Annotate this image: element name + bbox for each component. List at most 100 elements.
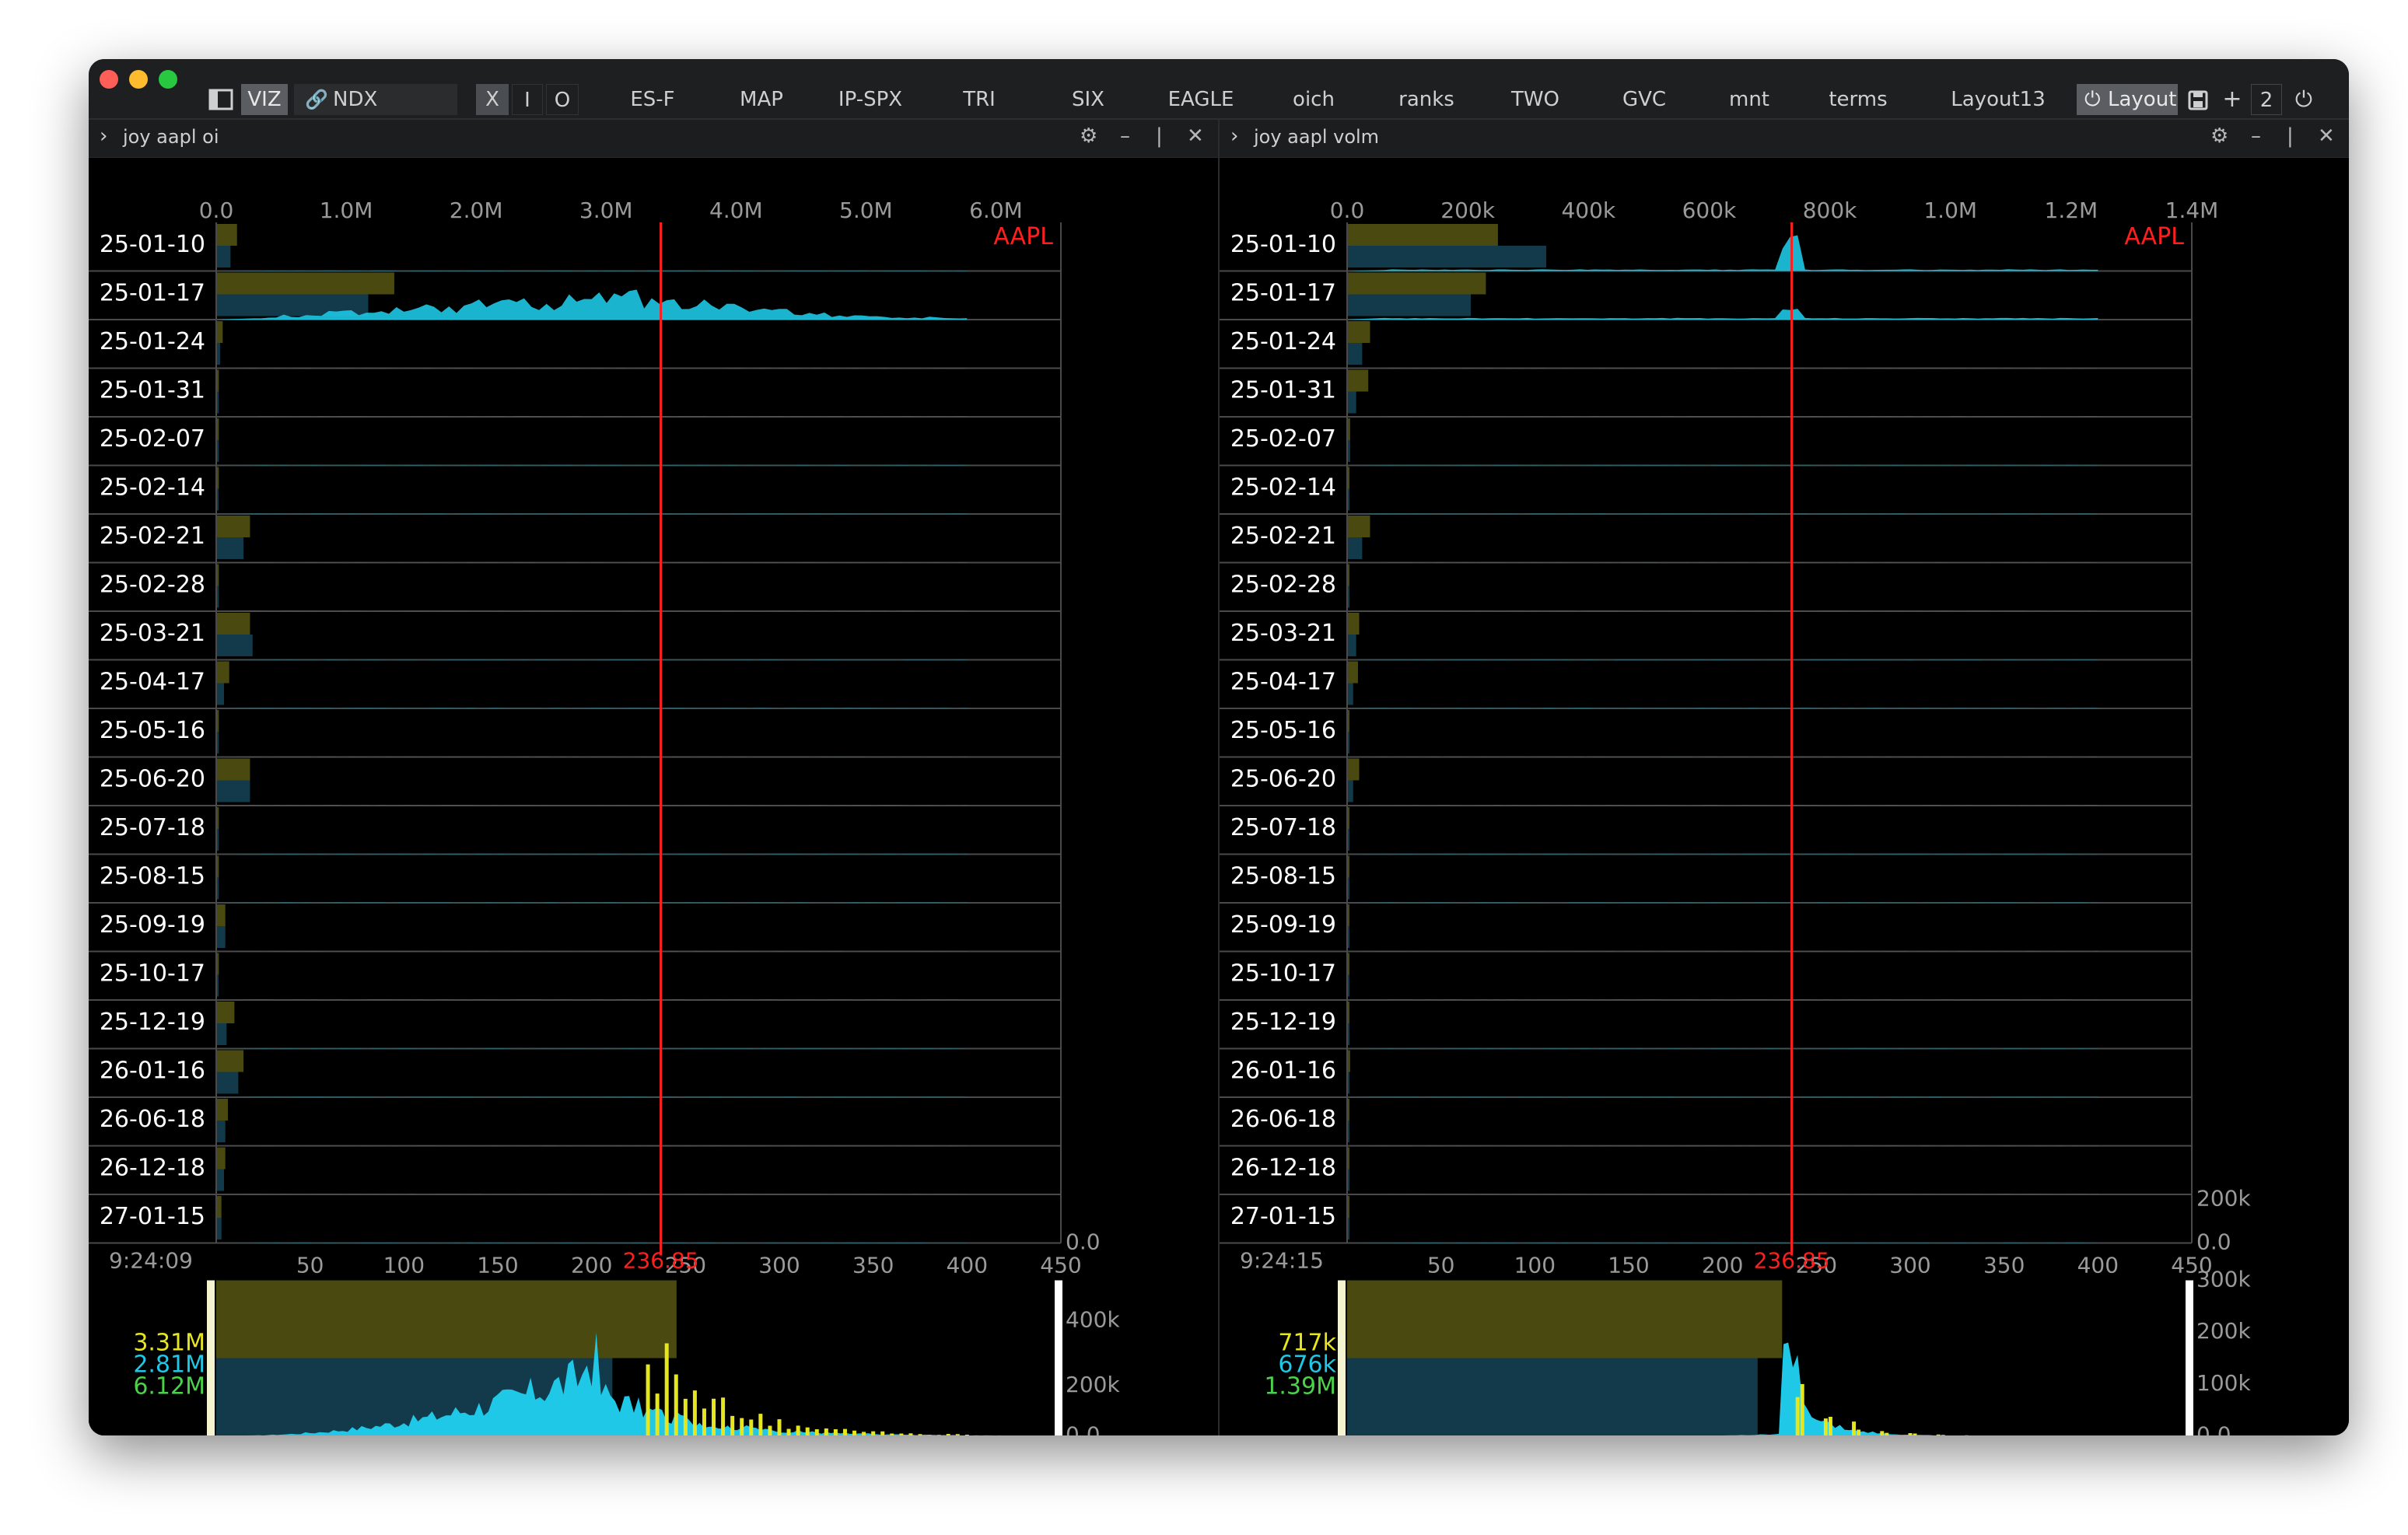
close-icon[interactable]: ✕ [2318, 124, 2335, 148]
strike-distribution [216, 289, 968, 320]
strike-tick-label: 350 [852, 1253, 894, 1278]
split-icon[interactable]: | [2287, 124, 2294, 148]
tab-i[interactable]: I [512, 84, 543, 115]
panel-divider[interactable] [1218, 120, 1220, 1435]
strike-distribution [1347, 1145, 2098, 1146]
tab-six[interactable]: SIX [1072, 88, 1104, 111]
calls-total-label: 3.31M [133, 1330, 205, 1357]
close-icon[interactable]: ✕ [1187, 124, 1204, 148]
call-total-bar [1347, 807, 1349, 829]
tab-terms[interactable]: terms [1829, 88, 1888, 111]
symbol-link-field[interactable]: 🔗 NDX [294, 84, 457, 115]
split-icon[interactable]: | [1156, 124, 1163, 148]
put-total-bar [216, 343, 221, 365]
expiry-date-label: 25-05-16 [1230, 717, 1336, 744]
strike-distribution [216, 464, 968, 466]
tab-es-f[interactable]: ES-F [630, 88, 675, 111]
put-total-bar [216, 1169, 225, 1191]
put-total-bar [216, 1121, 226, 1142]
gear-icon[interactable]: ⚙ [2210, 124, 2229, 148]
chevron-right-icon[interactable]: › [1230, 124, 1239, 148]
tab-x[interactable]: X [476, 84, 509, 115]
tab-eagle[interactable]: EAGLE [1167, 88, 1234, 111]
panel-header: › joy aapl volm ⚙ – | ✕ [1220, 120, 2349, 158]
strike-tick-label: 450 [1040, 1253, 1081, 1278]
top-axis-tick-label: 6.0M [969, 198, 1023, 223]
top-axis-tick-label: 400k [1561, 198, 1615, 223]
panel-header: › joy aapl oi ⚙ – | ✕ [89, 120, 1218, 158]
bottom-left-marker [207, 1280, 215, 1435]
put-total-bar [1347, 1072, 1349, 1094]
put-total-bar [1347, 246, 1546, 267]
gear-icon[interactable]: ⚙ [1080, 124, 1098, 148]
tab-o[interactable]: O [546, 84, 579, 115]
minimize-icon[interactable]: – [2251, 124, 2261, 148]
bottom-call-total-bar [216, 1280, 677, 1358]
strike-tick-label: 300 [758, 1253, 800, 1278]
strike-tick-label: 200 [571, 1253, 612, 1278]
expiry-date-label: 25-02-21 [1230, 523, 1336, 550]
expiry-date-label: 25-08-15 [1230, 863, 1336, 890]
put-total-bar [216, 246, 231, 267]
tab-mnt[interactable]: mnt [1729, 88, 1769, 111]
bottom-scale-label: 0.0 [1066, 1422, 1101, 1436]
strike-tick-label: 300 [1889, 1253, 1930, 1278]
close-window-button[interactable] [100, 70, 118, 89]
chevron-right-icon[interactable]: › [100, 124, 108, 148]
strike-distribution [1347, 853, 2098, 855]
call-total-bar [1347, 1099, 1349, 1121]
top-axis-tick-label: 0.0 [199, 198, 234, 223]
tab-two[interactable]: TWO [1510, 88, 1560, 111]
tab-tri[interactable]: TRI [963, 88, 996, 111]
strike-distribution [1347, 1047, 2098, 1049]
put-total-bar [1347, 343, 1363, 365]
plus-icon[interactable]: + [2222, 86, 2242, 113]
put-total-bar [1347, 926, 1349, 948]
call-total-bar [216, 1002, 235, 1023]
strike-distribution [216, 902, 968, 903]
put-total-bar [1347, 1023, 1349, 1045]
bottom-scale-label: 200k [1066, 1372, 1120, 1397]
call-total-bar [1347, 321, 1370, 343]
put-total-bar [1347, 1218, 1349, 1240]
call-total-bar [216, 516, 250, 537]
tab-ranks[interactable]: ranks [1398, 88, 1454, 111]
save-icon[interactable] [2182, 84, 2214, 115]
layout-power-icon: ⏻ [2084, 88, 2101, 111]
tab-map[interactable]: MAP [740, 88, 783, 111]
zoom-window-button[interactable] [159, 70, 177, 89]
put-total-bar [1347, 683, 1353, 705]
app-window: VIZ 🔗 NDX X I O ES-F MAP IP-SPX TRI SIX … [89, 59, 2349, 1435]
call-total-bar [1347, 1002, 1349, 1023]
expiry-date-label: 25-03-21 [100, 620, 205, 647]
tab-oich[interactable]: oich [1293, 88, 1335, 111]
power-icon[interactable]: ⏻ [2294, 86, 2313, 112]
sidebar-toggle-icon[interactable] [205, 84, 236, 115]
expiry-date-label: 25-01-10 [1230, 231, 1336, 258]
strike-tick-label: 250 [1796, 1253, 1837, 1278]
call-total-bar [1347, 953, 1349, 975]
top-axis-tick-label: 800k [1803, 198, 1857, 223]
tab-gvc[interactable]: GVC [1622, 88, 1667, 111]
call-total-bar [216, 710, 219, 732]
expiry-date-label: 25-10-17 [100, 960, 205, 988]
expiry-date-label: 25-12-19 [100, 1009, 205, 1036]
expiry-date-label: 25-01-24 [100, 328, 205, 355]
call-total-bar [1347, 516, 1370, 537]
put-total-bar [1347, 294, 1472, 316]
strike-distribution [216, 1047, 968, 1049]
tab-layout13[interactable]: Layout13 [1951, 88, 2046, 111]
bottom-call-distribution [646, 1343, 969, 1435]
minimize-window-button[interactable] [129, 70, 148, 89]
strike-distribution [1347, 1096, 2098, 1097]
layout-counter[interactable]: 2 [2251, 84, 2282, 115]
strike-tick-label: 250 [665, 1253, 706, 1278]
expiry-date-label: 25-05-16 [100, 717, 205, 744]
top-axis-tick-label: 200k [1440, 198, 1495, 223]
tab-ip-spx[interactable]: IP-SPX [838, 88, 903, 111]
tab-viz[interactable]: VIZ [241, 84, 288, 115]
call-total-bar [1347, 564, 1349, 586]
tab-layout[interactable]: ⏻ Layout [2077, 84, 2178, 115]
minimize-icon[interactable]: – [1120, 124, 1130, 148]
put-total-bar [1347, 537, 1363, 559]
